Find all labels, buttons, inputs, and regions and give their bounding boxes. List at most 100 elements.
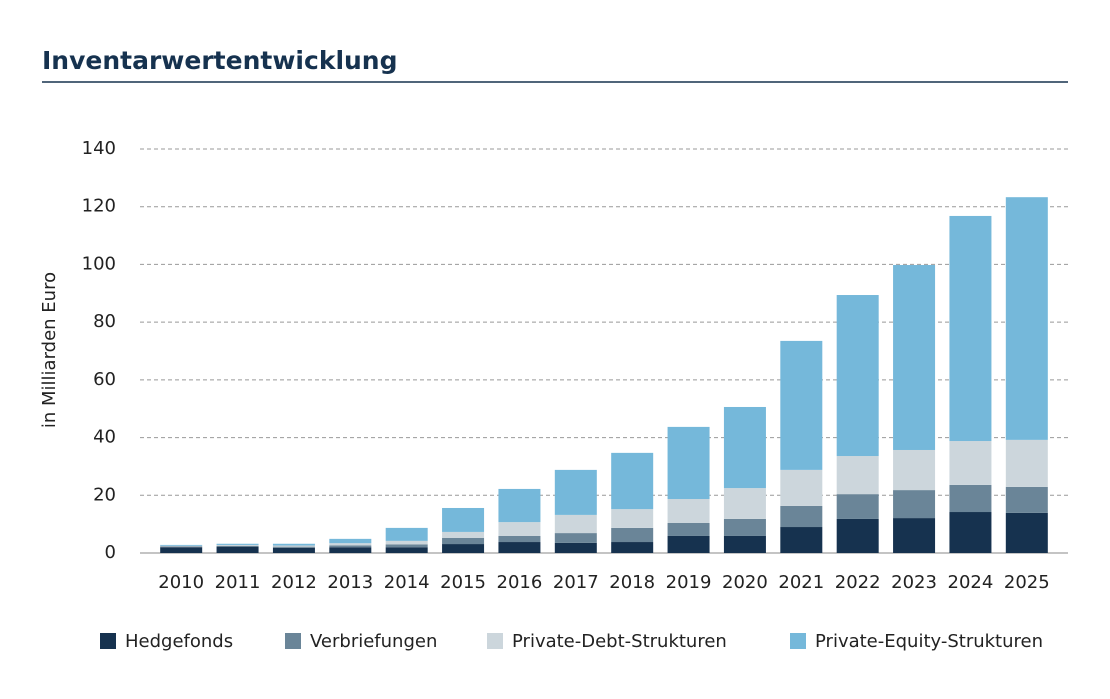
x-tick-label: 2016 — [497, 572, 543, 593]
bar-segment — [1005, 512, 1048, 553]
bar-segment — [554, 514, 597, 534]
bar-segment — [329, 543, 372, 546]
bar-segment — [611, 452, 654, 510]
x-tick-label: 2021 — [778, 572, 824, 593]
bar-segment — [272, 546, 315, 548]
x-tick-label: 2011 — [215, 572, 261, 593]
bar-segment — [780, 340, 823, 470]
bar-segment — [836, 295, 879, 457]
bar-segment — [893, 490, 936, 519]
bar-segment — [385, 547, 428, 553]
bar-segment — [385, 544, 428, 548]
chart-title: Inventarwertentwicklung — [42, 46, 398, 75]
bar-segment — [442, 537, 485, 545]
bar-segment — [160, 547, 203, 553]
bar-segment — [160, 546, 203, 548]
bar-segment — [272, 547, 315, 553]
bar-segment — [272, 545, 315, 547]
bar-segment — [836, 456, 879, 495]
bar-segment — [723, 406, 766, 489]
bar-segment — [554, 469, 597, 515]
bar-segment — [272, 543, 315, 546]
x-tick-label: 2017 — [553, 572, 599, 593]
bar-segment — [780, 469, 823, 506]
y-axis-label: in Milliarden Euro — [39, 272, 60, 428]
x-tick-label: 2024 — [948, 572, 994, 593]
bar-segment — [1005, 486, 1048, 513]
y-tick-label: 100 — [82, 253, 116, 274]
y-tick-label: 80 — [93, 311, 116, 332]
bar-segment — [442, 531, 485, 538]
bar-segment — [1005, 439, 1048, 487]
bar-segment — [498, 542, 541, 553]
bar-segment — [329, 545, 372, 548]
bar-segment — [949, 215, 992, 442]
bar-segment — [216, 546, 259, 553]
bar-segment — [611, 542, 654, 553]
bar-segment — [611, 509, 654, 528]
bar-segment — [893, 265, 936, 450]
x-tick-label: 2018 — [609, 572, 655, 593]
bar-segment — [442, 507, 485, 532]
legend-label: Verbriefungen — [310, 631, 437, 652]
bar-segment — [329, 547, 372, 553]
legend-swatch — [487, 633, 503, 649]
legend-label: Private-Equity-Strukturen — [815, 631, 1043, 652]
bar-segment — [667, 535, 710, 553]
bar-segment — [554, 542, 597, 553]
bar-segment — [498, 488, 541, 523]
bar-segment — [554, 533, 597, 543]
bar-segment — [160, 544, 203, 546]
y-tick-label: 140 — [82, 138, 116, 159]
bar-segment — [667, 499, 710, 523]
bar-segment — [667, 522, 710, 536]
bar-segment — [949, 441, 992, 485]
bar-segment — [385, 527, 428, 541]
x-tick-label: 2020 — [722, 572, 768, 593]
x-tick-label: 2023 — [891, 572, 937, 593]
y-tick-label: 0 — [105, 542, 116, 563]
bar-segment — [723, 535, 766, 553]
bar-segment — [1005, 197, 1048, 440]
y-tick-label: 60 — [93, 369, 116, 390]
legend-label: Hedgefonds — [125, 631, 233, 652]
bar-segment — [498, 522, 541, 536]
x-tick-label: 2013 — [327, 572, 373, 593]
bar-segment — [723, 488, 766, 519]
bar-segment — [216, 543, 259, 545]
y-tick-label: 40 — [93, 427, 116, 448]
x-tick-label: 2022 — [835, 572, 881, 593]
x-tick-label: 2014 — [384, 572, 430, 593]
bar-segment — [723, 518, 766, 536]
bar-segment — [780, 527, 823, 553]
bar-segment — [442, 544, 485, 553]
legend-swatch — [285, 633, 301, 649]
x-tick-label: 2025 — [1004, 572, 1050, 593]
y-tick-label: 20 — [93, 484, 116, 505]
bar-segment — [949, 512, 992, 553]
x-tick-label: 2019 — [666, 572, 712, 593]
bar-segment — [893, 449, 936, 491]
y-tick-label: 120 — [82, 196, 116, 217]
bar-segment — [216, 544, 259, 546]
bar-segment — [216, 545, 259, 547]
bar-segment — [611, 527, 654, 543]
bar-segment — [893, 518, 936, 553]
legend-swatch — [790, 633, 806, 649]
bar-segment — [780, 505, 823, 528]
legend-label: Private-Debt-Strukturen — [512, 631, 727, 652]
bar-segment — [498, 535, 541, 543]
bar-segment — [836, 518, 879, 553]
x-tick-label: 2015 — [440, 572, 486, 593]
legend-swatch — [100, 633, 116, 649]
bar-segment — [329, 538, 372, 544]
bar-segment — [385, 540, 428, 545]
bar-segment — [836, 494, 879, 519]
bar-segment — [949, 484, 992, 513]
x-tick-label: 2012 — [271, 572, 317, 593]
bar-segment — [160, 545, 203, 547]
x-tick-label: 2010 — [158, 572, 204, 593]
bar-segment — [667, 426, 710, 500]
